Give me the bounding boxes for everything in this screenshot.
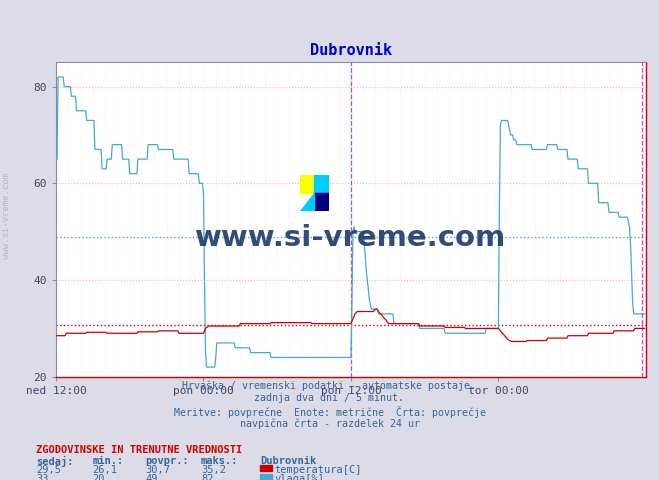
Text: min.:: min.:: [92, 456, 123, 466]
Text: 30,7: 30,7: [145, 465, 170, 475]
Text: 49: 49: [145, 474, 158, 480]
Text: www.si-vreme.com: www.si-vreme.com: [195, 225, 507, 252]
Bar: [314, 193, 329, 211]
Text: zadnja dva dni / 5 minut.: zadnja dva dni / 5 minut.: [254, 393, 405, 403]
Text: 82: 82: [201, 474, 214, 480]
Text: sedaj:: sedaj:: [36, 456, 74, 467]
Text: 35,2: 35,2: [201, 465, 226, 475]
Title: Dubrovnik: Dubrovnik: [310, 44, 392, 59]
Bar: [300, 175, 314, 193]
Text: Hrvaška / vremenski podatki - avtomatske postaje.: Hrvaška / vremenski podatki - avtomatske…: [183, 381, 476, 391]
Text: temperatura[C]: temperatura[C]: [275, 465, 362, 475]
Text: maks.:: maks.:: [201, 456, 239, 466]
Text: Meritve: povprečne  Enote: metrične  Črta: povprečje: Meritve: povprečne Enote: metrične Črta:…: [173, 406, 486, 418]
Text: 26,1: 26,1: [92, 465, 117, 475]
Text: vlaga[%]: vlaga[%]: [275, 474, 325, 480]
Text: 33: 33: [36, 474, 49, 480]
Text: povpr.:: povpr.:: [145, 456, 188, 466]
Text: 29,5: 29,5: [36, 465, 61, 475]
Bar: [314, 175, 329, 193]
Text: Dubrovnik: Dubrovnik: [260, 456, 316, 466]
Text: 20: 20: [92, 474, 105, 480]
Polygon shape: [300, 193, 314, 211]
Text: navpična črta - razdelek 24 ur: navpična črta - razdelek 24 ur: [239, 418, 420, 429]
Text: ZGODOVINSKE IN TRENUTNE VREDNOSTI: ZGODOVINSKE IN TRENUTNE VREDNOSTI: [36, 445, 243, 456]
Text: www.si-vreme.com: www.si-vreme.com: [2, 173, 11, 259]
